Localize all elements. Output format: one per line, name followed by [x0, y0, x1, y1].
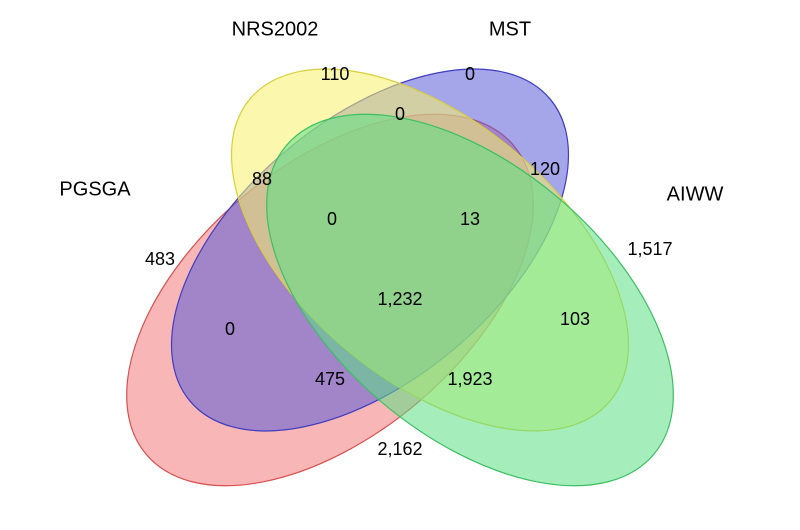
region-abcd-value: 1,232	[377, 289, 422, 309]
region-abd-value: 1,923	[447, 369, 492, 389]
region-ad-value: 2,162	[377, 439, 422, 459]
region-c-value: 0	[465, 64, 475, 84]
region-bc-value: 0	[395, 104, 405, 124]
set-label-nrs2002: NRS2002	[232, 18, 319, 40]
region-acd-value: 475	[315, 369, 345, 389]
region-ab-value: 88	[252, 169, 272, 189]
set-label-mst: MST	[489, 18, 531, 40]
region-cd-value: 120	[530, 159, 560, 179]
region-bcd-value: 13	[460, 209, 480, 229]
set-label-pgsga: PGSGA	[59, 178, 131, 200]
region-a-value: 483	[145, 249, 175, 269]
region-ac-value: 0	[225, 319, 235, 339]
region-bd-value: 103	[560, 309, 590, 329]
region-abc-value: 0	[327, 209, 337, 229]
set-label-aiww: AIWW	[667, 183, 724, 205]
venn-diagram: 483 110 0 1,517 88 120 0 2,162 0 103 0 13 475 1,923 1,…	[0, 0, 800, 530]
region-d-value: 1,517	[627, 239, 672, 259]
region-b-value: 110	[321, 64, 350, 84]
